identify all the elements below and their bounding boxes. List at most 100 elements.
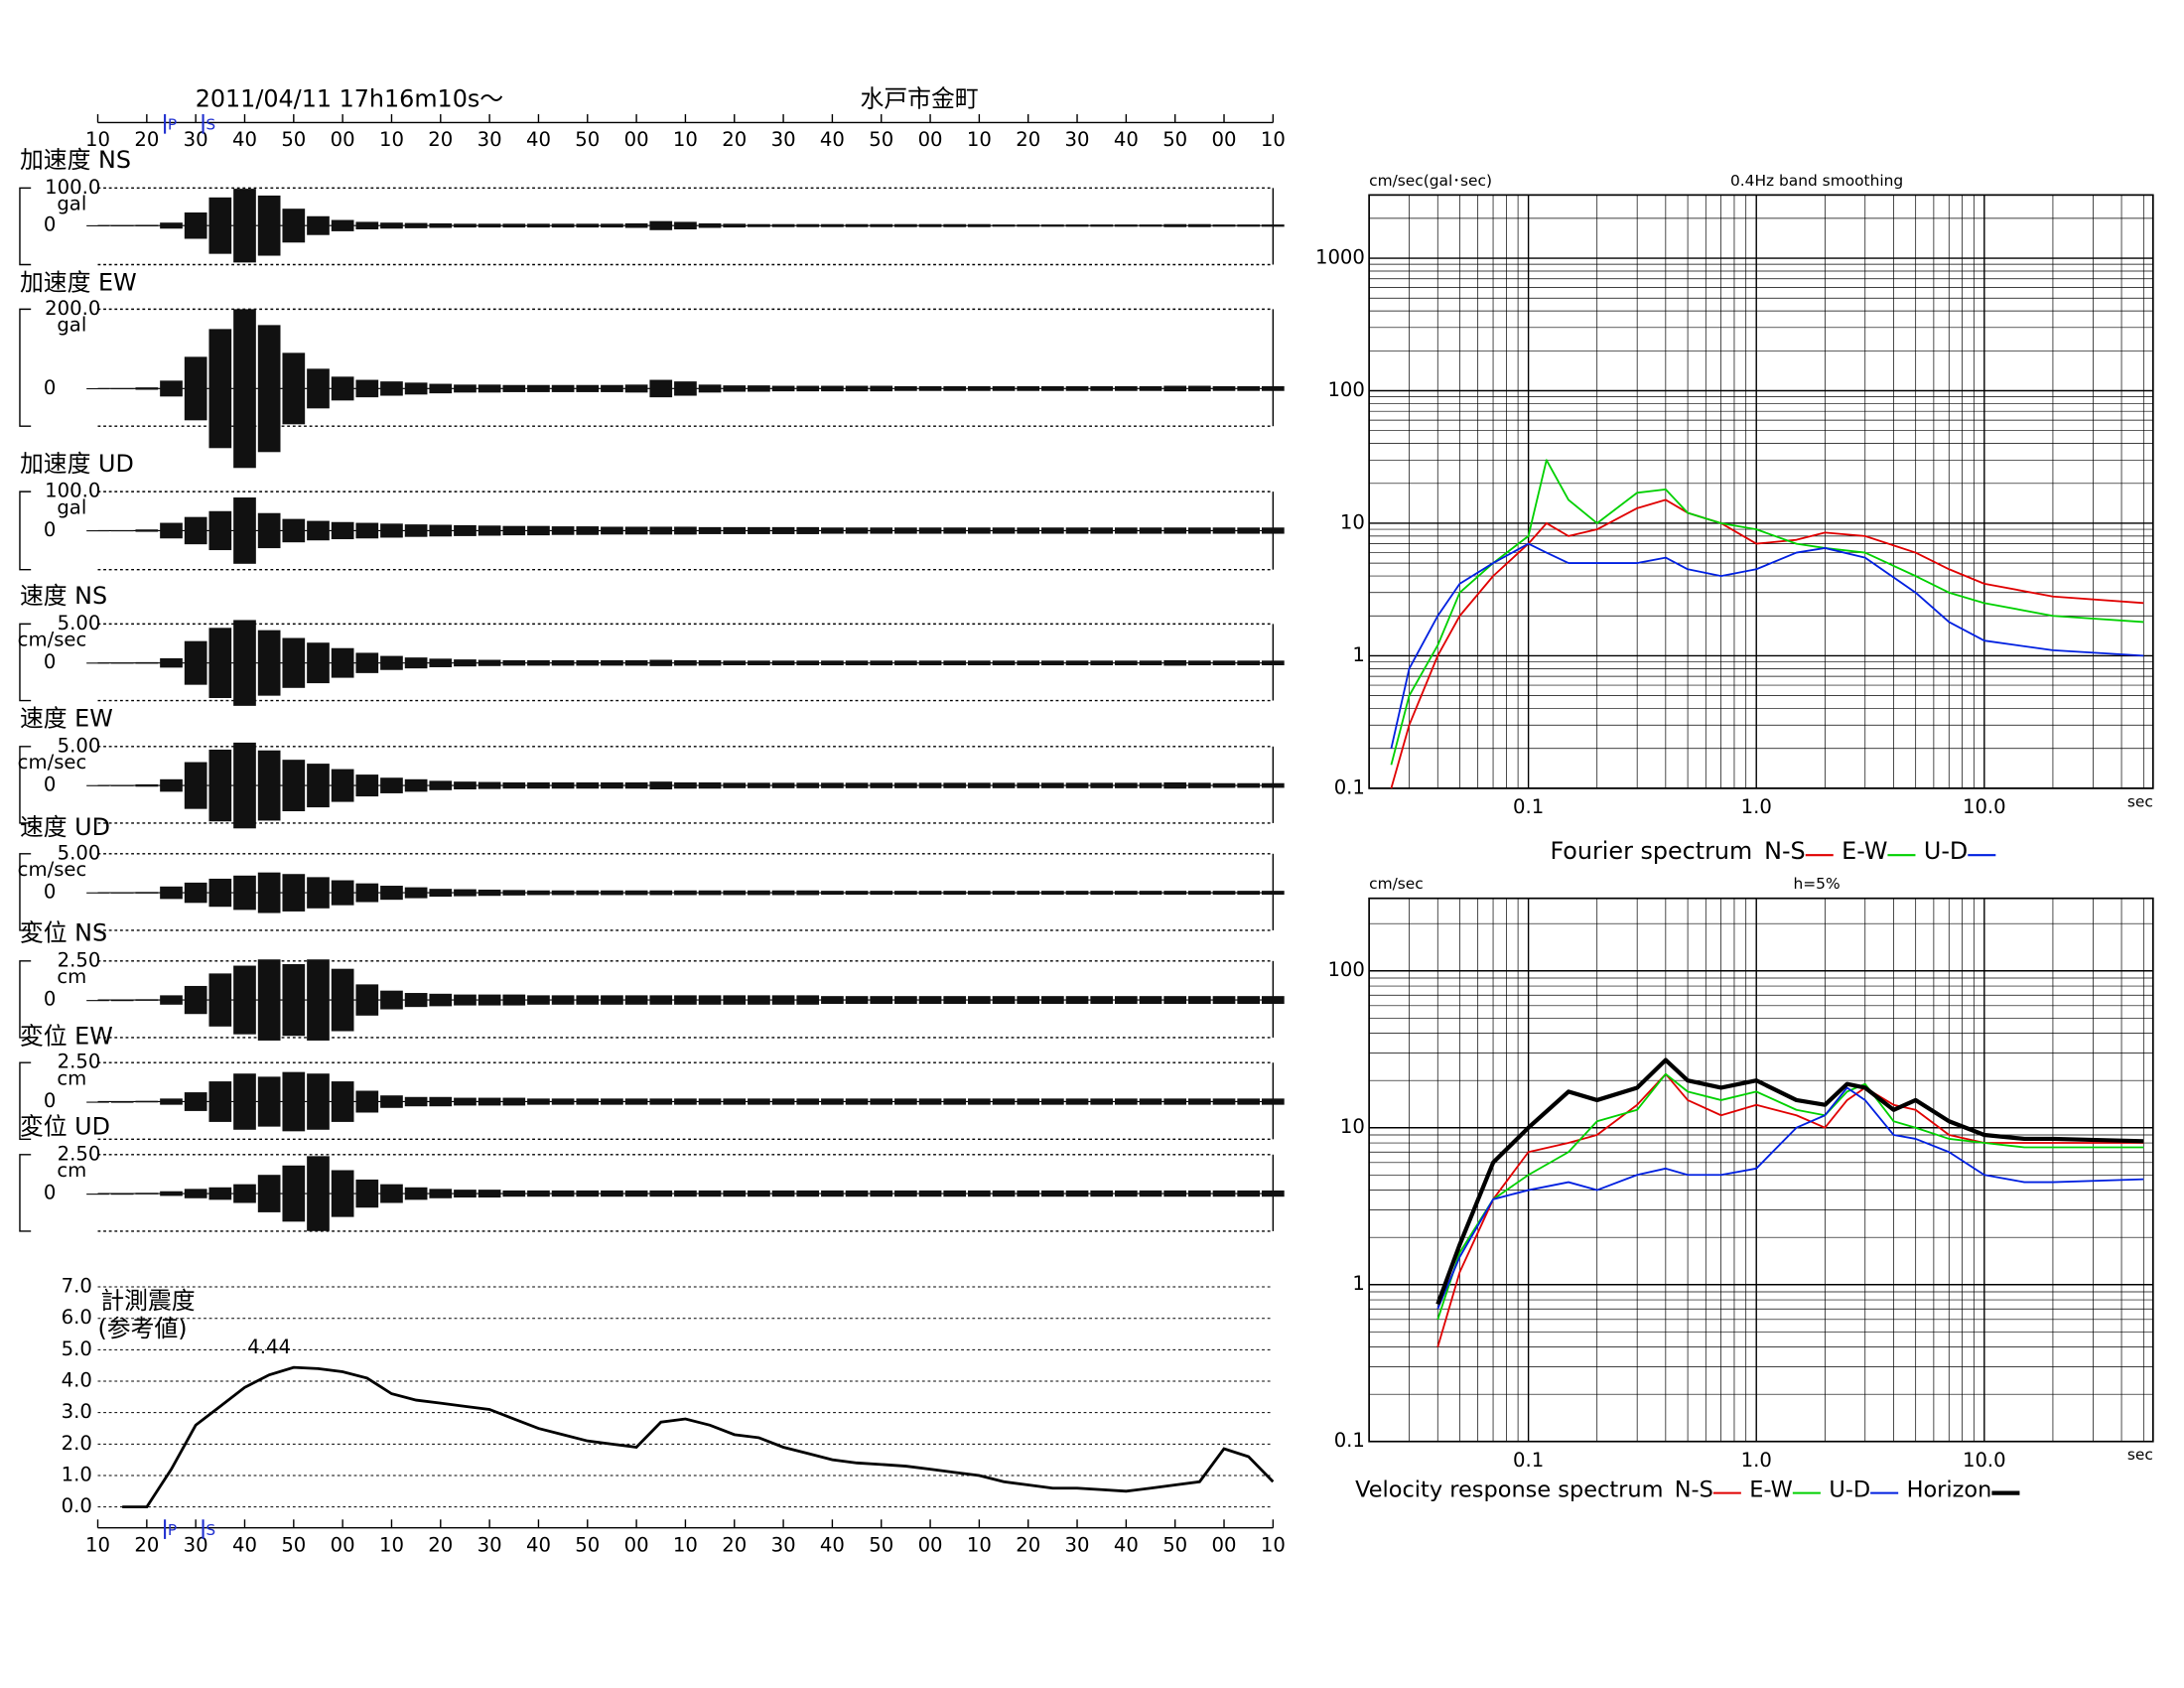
y-tick-label: 10 — [1340, 1115, 1365, 1138]
waveform-envelope — [184, 211, 207, 239]
waveform-envelope — [307, 1156, 330, 1231]
waveform-envelope — [307, 368, 330, 409]
waveform-envelope — [429, 1189, 453, 1198]
waveform-envelope — [870, 1098, 893, 1105]
waveform-envelope — [943, 223, 967, 227]
waveform-envelope — [968, 996, 991, 1005]
waveform-envelope — [821, 782, 844, 788]
waveform-envelope — [1237, 996, 1261, 1005]
waveform-envelope — [208, 1081, 232, 1122]
waveform-envelope — [796, 782, 820, 788]
waveform-envelope — [1139, 891, 1162, 896]
waveform-envelope — [601, 890, 623, 896]
time-tick-label: 40 — [232, 128, 257, 151]
phase-marker-label: P — [168, 1521, 177, 1539]
waveform-envelope — [1017, 996, 1040, 1005]
waveform-envelope — [1041, 1098, 1064, 1105]
waveform-envelope — [454, 223, 477, 228]
waveform-envelope — [943, 527, 967, 534]
waveform-envelope — [796, 890, 820, 896]
waveform-envelope — [404, 778, 428, 792]
waveform-envelope — [771, 223, 795, 227]
waveform-envelope — [1237, 1098, 1261, 1105]
waveform-envelope — [307, 764, 330, 808]
y-tick-label: 5.0 — [62, 1337, 92, 1360]
waveform-envelope — [110, 224, 134, 226]
waveform-envelope — [624, 222, 648, 228]
waveform-envelope — [282, 637, 306, 688]
waveform-envelope — [429, 658, 453, 667]
waveform-envelope — [184, 516, 207, 545]
waveform-envelope — [576, 526, 600, 535]
waveform-envelope — [160, 522, 183, 539]
waveform-envelope — [282, 1071, 306, 1132]
waveform-envelope — [1139, 1190, 1162, 1197]
bracket — [19, 308, 32, 427]
x-unit: sec — [2127, 1446, 2153, 1464]
waveform-envelope — [1163, 1098, 1187, 1105]
scale-label: 100.0 — [45, 176, 100, 199]
y-tick-label: 1 — [1352, 643, 1364, 666]
legend-title: Fourier spectrum — [1550, 837, 1752, 865]
waveform-envelope — [723, 995, 747, 1005]
waveform-envelope — [282, 209, 306, 243]
waveform-envelope — [1041, 891, 1064, 896]
waveform-envelope — [257, 1076, 281, 1127]
waveform-envelope — [184, 640, 207, 685]
waveform-envelope — [624, 781, 648, 789]
waveform-envelope — [404, 222, 428, 228]
waveform-envelope — [1041, 224, 1064, 227]
waveform-envelope — [624, 995, 648, 1005]
scale-label: 5.00 — [58, 734, 101, 757]
time-tick-label: 30 — [1065, 1533, 1090, 1556]
zero-label: 0 — [44, 650, 56, 673]
waveform-envelope — [160, 1191, 183, 1196]
waveform-envelope — [968, 385, 991, 391]
waveform-envelope — [624, 526, 648, 535]
unit-label: cm — [57, 1067, 86, 1090]
waveform-envelope — [1090, 996, 1114, 1005]
waveform-envelope — [771, 995, 795, 1005]
waveform-envelope — [918, 996, 942, 1005]
time-tick-label: 30 — [184, 128, 208, 151]
unit-label: gal — [57, 193, 86, 215]
waveform-envelope — [918, 1190, 942, 1197]
waveform-envelope — [86, 662, 109, 664]
waveform-envelope — [110, 784, 134, 786]
zero-label: 0 — [44, 1089, 56, 1112]
time-tick-label: 00 — [624, 128, 649, 151]
waveform-envelope — [404, 887, 428, 899]
waveform-envelope — [918, 1098, 942, 1105]
waveform-envelope — [1237, 660, 1261, 666]
waveform-envelope — [478, 781, 501, 789]
waveform-envelope — [208, 510, 232, 551]
waveform-envelope — [1065, 782, 1089, 788]
waveform-envelope — [454, 1190, 477, 1197]
waveform-envelope — [821, 1098, 844, 1105]
waveform-envelope — [527, 1098, 550, 1105]
waveform-envelope — [576, 995, 600, 1005]
waveform-envelope — [771, 660, 795, 666]
waveform-envelope — [110, 892, 134, 894]
waveform-envelope — [1115, 891, 1138, 896]
legend-entry: Horizon — [1907, 1477, 1992, 1502]
waveform-envelope — [502, 1097, 526, 1106]
waveform-envelope — [404, 657, 428, 669]
y-tick-label: 1 — [1352, 1272, 1364, 1295]
waveform-envelope — [674, 890, 697, 896]
waveform-envelope — [1115, 527, 1138, 534]
waveform-envelope — [698, 222, 722, 228]
waveform-envelope — [624, 659, 648, 666]
waveform-envelope — [1261, 224, 1285, 227]
waveform-envelope — [380, 381, 403, 396]
waveform-envelope — [380, 1184, 403, 1203]
waveform-envelope — [1115, 660, 1138, 666]
legend-entry: E-W — [1749, 1477, 1793, 1502]
waveform-envelope — [135, 1193, 159, 1195]
waveform-envelope — [110, 530, 134, 532]
time-tick-label: 20 — [722, 1533, 747, 1556]
waveform-envelope — [257, 750, 281, 821]
channel-label: 速度 NS — [20, 582, 107, 610]
waveform-envelope — [1041, 1190, 1064, 1197]
time-tick-label: 00 — [918, 128, 943, 151]
